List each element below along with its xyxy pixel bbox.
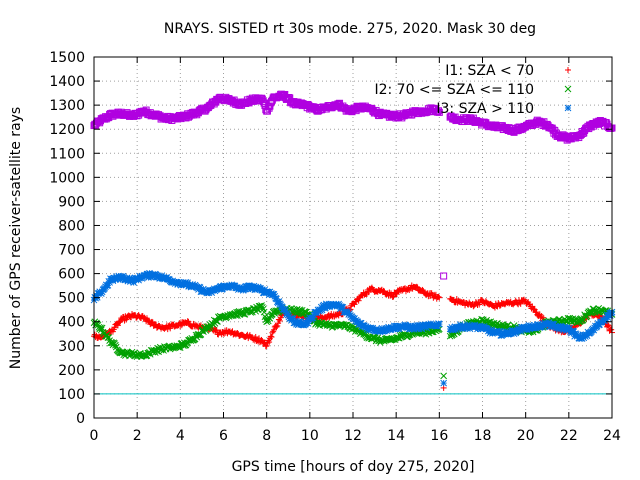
- data-point: [111, 340, 118, 347]
- x-tick-label: 6: [219, 428, 228, 444]
- y-tick-label: 1100: [49, 146, 85, 162]
- data-point: [257, 338, 264, 345]
- data-point: [355, 297, 362, 304]
- legend-label: I3: SZA > 110: [436, 101, 534, 117]
- data-point: [267, 333, 274, 340]
- x-tick-label: 16: [430, 428, 448, 444]
- data-point: [117, 318, 124, 325]
- y-tick-label: 1400: [49, 74, 85, 90]
- data-point: [434, 108, 442, 116]
- y-tick-label: 300: [58, 339, 85, 355]
- data-point: [435, 293, 442, 300]
- data-point: [406, 331, 414, 338]
- data-point: [530, 306, 537, 313]
- data-point: [607, 309, 615, 317]
- data-point: [604, 321, 611, 328]
- data-point: [258, 336, 265, 343]
- data-point: [605, 322, 612, 329]
- data-point: [265, 104, 273, 112]
- x-tick-label: 2: [133, 428, 142, 444]
- data-point: [111, 324, 118, 331]
- data-point: [440, 379, 448, 387]
- data-point: [114, 322, 121, 329]
- data-point: [548, 124, 556, 132]
- y-tick-label: 1300: [49, 98, 85, 114]
- data-point: [273, 324, 280, 331]
- data-point: [393, 291, 400, 298]
- x-tick-label: 10: [301, 428, 319, 444]
- data-point: [213, 327, 220, 334]
- data-point: [531, 306, 538, 313]
- data-point: [94, 321, 102, 329]
- data-point: [434, 107, 442, 115]
- data-point: [564, 85, 572, 93]
- series-0: [91, 282, 615, 391]
- y-tick-label: 400: [58, 315, 85, 331]
- data-point: [564, 104, 572, 112]
- x-tick-label: 4: [176, 428, 185, 444]
- y-tick-label: 600: [58, 267, 85, 283]
- data-point: [259, 97, 267, 105]
- legend: I1: SZA < 70 I2: 70 <= SZA <= 110 I3: SZA …: [374, 63, 572, 117]
- y-tick-label: 100: [58, 387, 85, 403]
- x-tick-label: 14: [387, 428, 405, 444]
- y-axis-label: Number of GPS receiver-satellite rays: [8, 107, 24, 369]
- data-point: [440, 372, 448, 380]
- data-point: [276, 317, 283, 324]
- data-point: [268, 334, 275, 341]
- data-point: [252, 333, 259, 340]
- y-tick-label: 500: [58, 291, 85, 307]
- data-point: [591, 306, 598, 314]
- legend-label: I2: 70 <= SZA <= 110: [374, 82, 534, 98]
- data-point: [274, 322, 281, 329]
- data-point: [258, 302, 265, 309]
- data-point: [262, 343, 269, 350]
- data-point: [112, 341, 119, 349]
- data-point: [116, 319, 123, 326]
- x-tick-label: 20: [517, 428, 535, 444]
- legend-label: I1: SZA < 70: [445, 63, 534, 79]
- x-tick-label: 12: [344, 428, 362, 444]
- data-point: [195, 331, 203, 339]
- x-tick-label: 0: [90, 428, 99, 444]
- data-point: [352, 107, 360, 115]
- x-axis-label: GPS time [hours of doy 275, 2020]: [232, 459, 475, 475]
- y-tick-label: 1200: [49, 122, 85, 138]
- x-tick-label: 8: [262, 428, 271, 444]
- data-point: [565, 67, 571, 73]
- data-point: [476, 301, 483, 308]
- data-point: [413, 283, 420, 290]
- data-point: [148, 318, 155, 325]
- data-point: [123, 316, 130, 323]
- y-tick-label: 0: [76, 411, 85, 427]
- y-tick-label: 700: [58, 243, 85, 259]
- data-point: [266, 339, 273, 346]
- y-tick-label: 1500: [49, 50, 85, 66]
- data-point: [365, 289, 372, 296]
- y-tick-label: 1000: [49, 170, 85, 186]
- x-tick-label: 18: [474, 428, 492, 444]
- data-point: [430, 294, 437, 301]
- x-tick-label: 24: [603, 428, 621, 444]
- data-point: [99, 328, 107, 336]
- data-point: [607, 124, 615, 132]
- chart-title: NRAYS. SISTED rt 30s mode. 275, 2020. Ma…: [164, 21, 536, 37]
- data-point: [440, 272, 448, 280]
- x-tick-label: 22: [560, 428, 578, 444]
- y-tick-label: 200: [58, 363, 85, 379]
- y-tick-label: 900: [58, 194, 85, 210]
- data-point: [435, 320, 442, 328]
- data-point: [184, 318, 191, 325]
- data-point: [149, 348, 157, 356]
- series-3: [90, 90, 616, 280]
- y-tick-label: 800: [58, 218, 85, 234]
- data-point: [419, 286, 426, 293]
- data-point: [608, 326, 615, 333]
